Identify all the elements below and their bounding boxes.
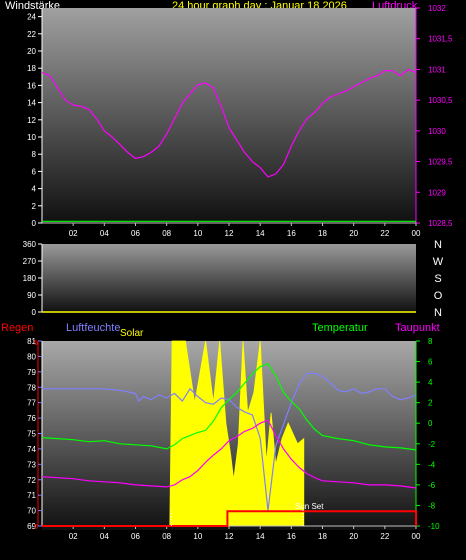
wind-y-tick-label: 16 (27, 81, 36, 90)
wind-y-tick-label: 0 (32, 219, 37, 228)
bottom-x-tick-label: 18 (318, 532, 327, 541)
humidity-y-tick-label: 71 (27, 491, 36, 500)
wind-y-tick-label: 10 (27, 133, 36, 142)
top-x-tick-label: 02 (69, 229, 78, 238)
top-panel-background (42, 8, 416, 223)
dewpoint-legend: Taupunkt (395, 322, 440, 334)
wind-direction-panel-background (42, 244, 416, 312)
top-x-tick-label: 20 (349, 229, 358, 238)
humidity-y-tick-label: 75 (27, 430, 36, 439)
bottom-x-tick-label: 04 (100, 532, 109, 541)
pressure-y2-tick-label: 1031 (428, 65, 446, 74)
wind-y-tick-label: 2 (32, 202, 37, 211)
winddir-y-tick-label: 0 (32, 308, 37, 317)
compass-label: S (434, 273, 441, 285)
humidity-y-tick-label: 81 (27, 337, 36, 346)
rain-tick-label: 5 (34, 340, 38, 347)
winddir-y-tick-label: 180 (23, 274, 37, 283)
bottom-x-tick-label: 08 (162, 532, 171, 541)
humidity-y-tick-label: 79 (27, 368, 36, 377)
bottom-x-tick-label: 16 (287, 532, 296, 541)
bottom-x-tick-label: 14 (256, 532, 265, 541)
pressure-line (41, 68, 417, 178)
top-x-tick-label: 00 (412, 229, 421, 238)
bottom-x-tick-label: 20 (349, 532, 358, 541)
bottom-x-tick-label: 10 (193, 532, 202, 541)
compass-label: N (434, 307, 442, 319)
wind-y-tick-label: 20 (27, 47, 36, 56)
temperature-line (41, 362, 417, 451)
bottom-x-tick-label: 12 (225, 532, 234, 541)
pressure-y2-tick-label: 1028,5 (428, 219, 453, 228)
bottom-x-tick-label: 00 (412, 532, 421, 541)
temperature-y2-tick-label: -8 (428, 501, 436, 510)
solar-area (42, 340, 416, 527)
pressure-y2-tick-label: 1030 (428, 127, 446, 136)
top-x-tick-label: 18 (318, 229, 327, 238)
temperature-y2-tick-label: 4 (428, 378, 433, 387)
winddir-y-tick-label: 90 (27, 291, 36, 300)
rain-tick-label: 0 (34, 524, 38, 531)
wind-y-tick-label: 24 (27, 13, 36, 22)
sunset-label: Sun Set (295, 502, 324, 511)
humidity-y-tick-label: 69 (27, 522, 36, 531)
temperature-y2-tick-label: 8 (428, 337, 433, 346)
humidity-legend: Luftfeuchte (66, 322, 120, 334)
pressure-y2-tick-label: 1029,5 (428, 158, 453, 167)
top-x-tick-label: 08 (162, 229, 171, 238)
winddir-y-tick-label: 360 (23, 240, 37, 249)
top-x-tick-label: 06 (131, 229, 140, 238)
temperature-y2-tick-label: -6 (428, 481, 436, 490)
wind-y-tick-label: 18 (27, 64, 36, 73)
wind-y-tick-label: 4 (32, 185, 37, 194)
humidity-y-tick-label: 78 (27, 383, 36, 392)
wind-y-tick-label: 22 (27, 30, 36, 39)
solar-legend: Solar (120, 328, 144, 339)
temperature-y2-tick-label: 6 (428, 358, 433, 367)
temperature-y2-tick-label: -2 (428, 440, 436, 449)
humidity-y-tick-label: 77 (27, 399, 36, 408)
compass-label: O (434, 290, 443, 302)
rain-line (42, 510, 417, 527)
top-x-tick-label: 14 (256, 229, 265, 238)
top-x-tick-label: 10 (193, 229, 202, 238)
compass-label: W (433, 256, 444, 268)
pressure-y2-tick-label: 1029 (428, 188, 446, 197)
pressure-y2-tick-label: 1031,5 (428, 35, 453, 44)
temperature-y2-tick-label: -10 (428, 522, 440, 531)
top-x-tick-label: 22 (380, 229, 389, 238)
humidity-y-tick-label: 76 (27, 414, 36, 423)
top-x-tick-label: 16 (287, 229, 296, 238)
humidity-y-tick-label: 72 (27, 476, 36, 485)
compass-label: N (434, 239, 442, 251)
bottom-x-tick-label: 22 (380, 532, 389, 541)
pressure-y2-tick-label: 1030,5 (428, 96, 453, 105)
humidity-y-tick-label: 74 (27, 445, 36, 454)
temperature-y2-tick-label: 0 (428, 419, 433, 428)
top-x-tick-label: 12 (225, 229, 234, 238)
bottom-x-tick-label: 02 (69, 532, 78, 541)
wind-y-tick-label: 6 (32, 167, 37, 176)
temperature-y2-tick-label: 2 (428, 399, 433, 408)
wind-y-tick-label: 8 (32, 150, 37, 159)
temperature-legend: Temperatur (312, 322, 368, 334)
humidity-y-tick-label: 70 (27, 507, 36, 516)
rain-legend: Regen (1, 322, 33, 334)
bottom-x-tick-label: 06 (131, 532, 140, 541)
wind-y-tick-label: 12 (27, 116, 36, 125)
winddir-y-tick-label: 270 (23, 257, 37, 266)
humidity-line (42, 372, 417, 511)
top-x-tick-label: 04 (100, 229, 109, 238)
wind-y-tick-label: 14 (27, 99, 36, 108)
pressure-y2-tick-label: 1032 (428, 4, 446, 13)
temperature-y2-tick-label: -4 (428, 460, 436, 469)
dewpoint-line (41, 419, 417, 489)
humidity-y-tick-label: 73 (27, 460, 36, 469)
humidity-y-tick-label: 80 (27, 352, 36, 361)
